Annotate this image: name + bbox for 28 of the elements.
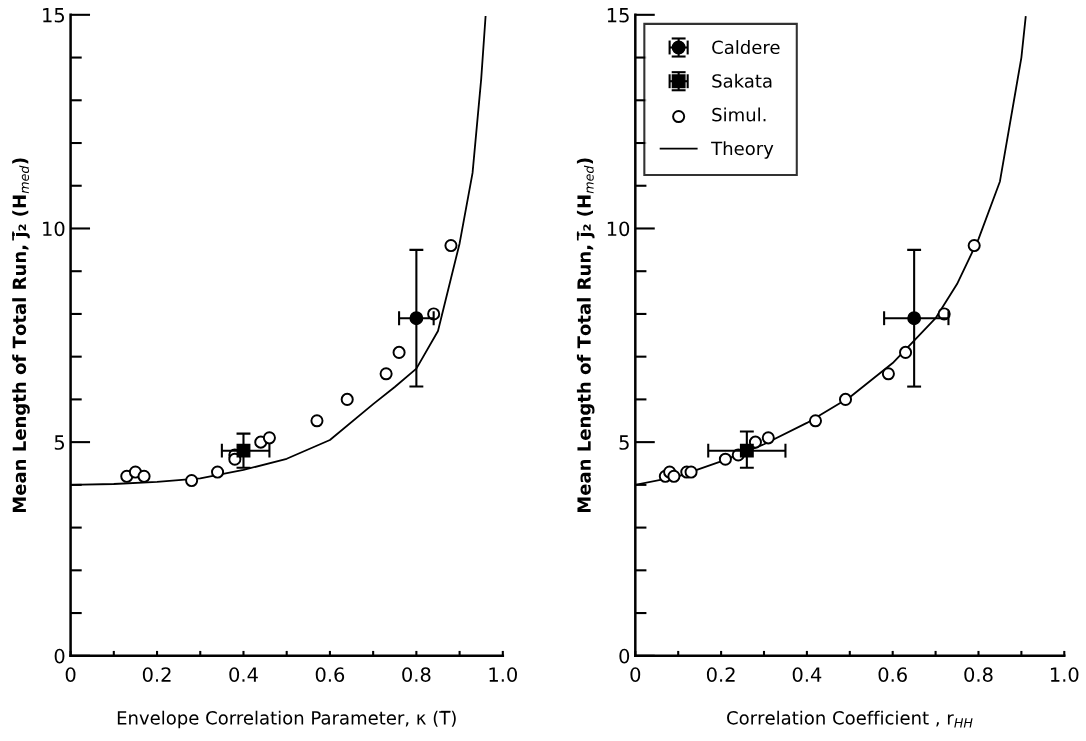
x-tick-label: 0 — [65, 667, 76, 682]
y-tick-label: 15 — [43, 8, 65, 23]
legend-label: Caldere — [712, 40, 780, 55]
y-tick-label: 15 — [607, 8, 629, 23]
x-tick-label: 1.0 — [489, 667, 517, 682]
y-tick-label: 0 — [54, 648, 65, 664]
y-tick-label: 10 — [607, 221, 630, 237]
legend-label: Theory — [711, 141, 774, 159]
y-axis-title: Mean Length of Total Run, j̅₂ (H$_{med}$) — [576, 158, 595, 513]
x-tick-label: 1.0 — [1050, 667, 1079, 682]
y-tick-label: 5 — [619, 435, 629, 450]
x-axis-title: Correlation Coefficient , r$_{HH}$ — [727, 710, 973, 728]
y-tick-label: 10 — [43, 221, 65, 237]
y-tick-label: 0 — [619, 648, 630, 664]
x-tick-label: 0 — [630, 667, 641, 682]
x-axis-title: Envelope Correlation Parameter, κ (T̅) — [117, 710, 456, 729]
x-tick-label: 0.2 — [142, 667, 171, 682]
x-tick-label: 0.2 — [706, 667, 735, 682]
x-tick-label: 0.8 — [402, 667, 431, 682]
x-tick-label: 0.4 — [229, 667, 258, 682]
legend-label: Simul. — [712, 107, 766, 122]
x-tick-label: 0.8 — [964, 667, 993, 682]
x-tick-label: 0.6 — [315, 667, 345, 682]
legend-label: Sakata — [712, 73, 772, 88]
x-tick-label: 0.6 — [878, 667, 907, 682]
y-axis-title: Mean Length of Total Run, j̅₂ (H$_{med}$) — [12, 158, 30, 513]
y-tick-label: 5 — [54, 435, 65, 450]
x-tick-label: 0.4 — [792, 667, 822, 682]
